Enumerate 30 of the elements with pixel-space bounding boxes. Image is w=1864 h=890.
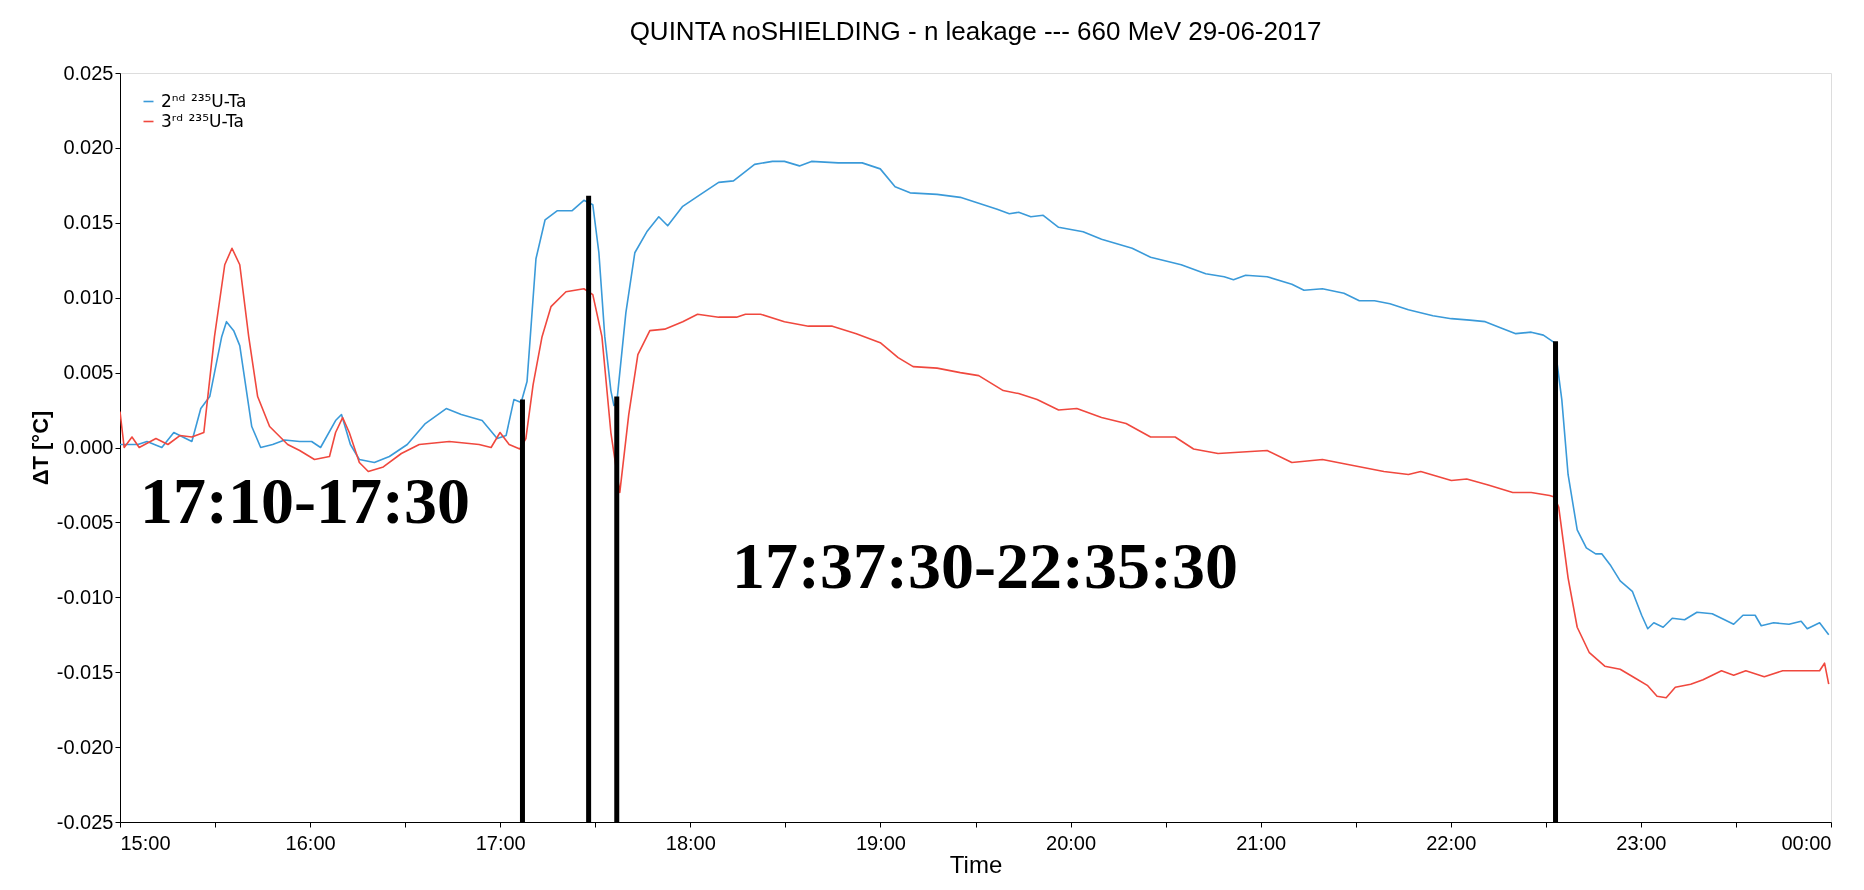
y-axis-title: ΔT [°C] [27,410,53,486]
y-tick-label: -0.010 [56,585,114,608]
x-tick-label: 18:00 [665,831,716,854]
annotation: 17:37:30-22:35:30 [732,529,1238,602]
x-tick-label: 17:00 [475,831,526,854]
y-tick-label: 0.025 [63,61,114,84]
x-tick-label: 16:00 [285,831,336,854]
legend-label: 3ʳᵈ ²³⁵U-Ta [161,110,244,131]
x-tick-label: 19:00 [855,831,906,854]
x-tick-label: 15:00 [120,831,171,854]
x-tick-label: 21:00 [1236,831,1287,854]
y-tick-label: 0.000 [63,436,114,458]
chart-title: QUINTA noSHIELDING - n leakage --- 660 MeV 29-06-2017 [629,16,1322,46]
x-tick-label: 00:00 [1781,831,1832,854]
y-tick-label: 0.010 [63,286,114,309]
y-tick-label: -0.015 [56,660,114,683]
x-tick-label: 20:00 [1046,831,1097,854]
x-tick-label: 23:00 [1616,831,1667,854]
annotation: 17:10-17:30 [140,464,470,537]
y-tick-label: -0.005 [56,510,114,533]
y-tick-label: 0.020 [63,136,114,159]
x-tick-label: 22:00 [1426,831,1477,854]
y-tick-label: 0.015 [63,211,114,234]
y-tick-label: 0.005 [63,361,114,384]
line-series [120,247,1830,699]
y-tick-label: -0.025 [56,810,114,833]
x-axis-title: Time [949,850,1003,878]
y-tick-label: -0.020 [56,735,114,758]
legend-label: 2ⁿᵈ ²³⁵U-Ta [161,90,247,111]
line-series [120,160,1830,636]
